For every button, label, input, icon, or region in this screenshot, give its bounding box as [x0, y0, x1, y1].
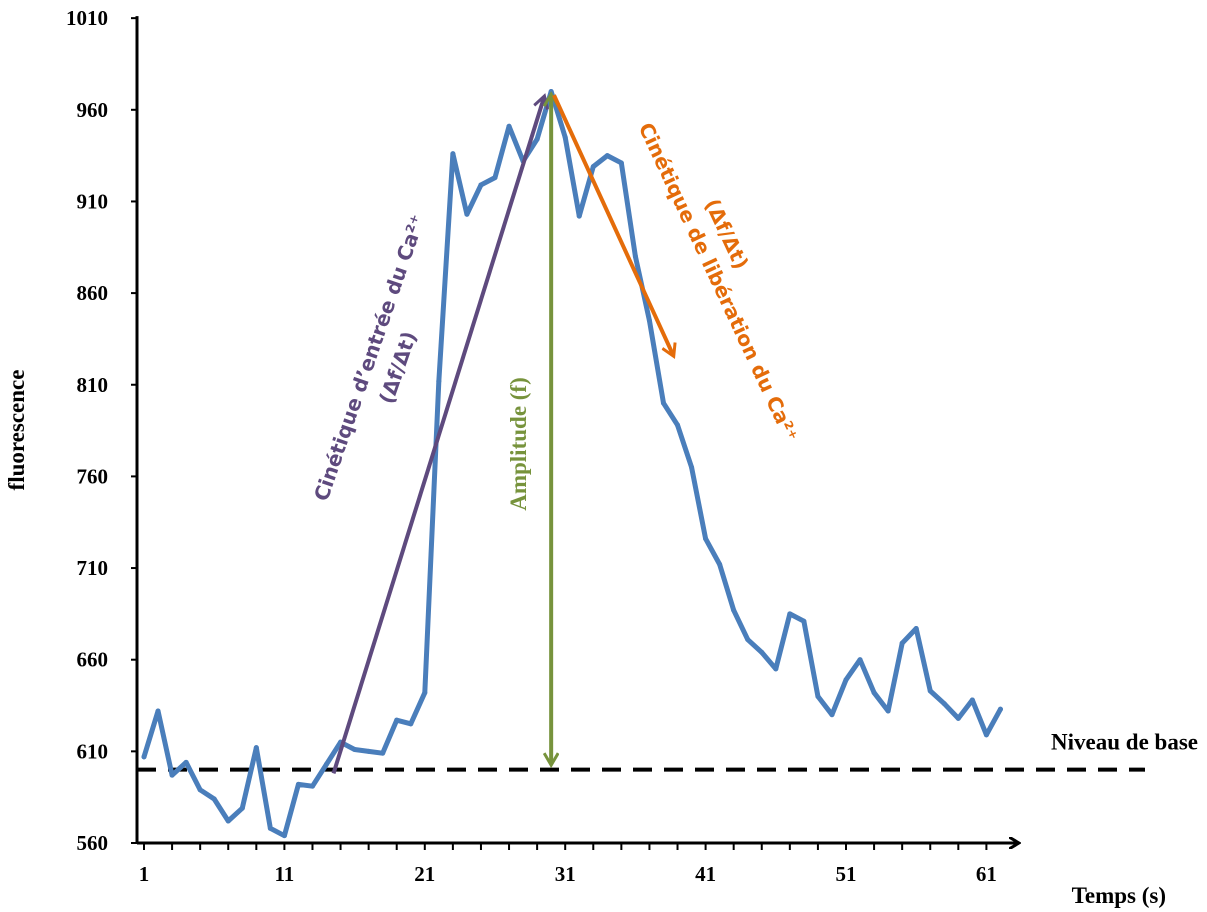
- data-point: [492, 175, 498, 181]
- data-point: [689, 464, 695, 470]
- baseline-label: Niveau de base: [1051, 730, 1198, 755]
- x-axis-ticks: 1 11 21 31 41 51 61: [139, 843, 997, 886]
- x-axis-title: Temps (s): [1072, 883, 1166, 908]
- data-point: [366, 748, 372, 754]
- data-point: [773, 666, 779, 672]
- data-point: [548, 88, 554, 94]
- data-point: [562, 134, 568, 140]
- data-point: [380, 750, 386, 756]
- data-point: [436, 378, 442, 384]
- x-tick-label: 41: [695, 862, 716, 886]
- amplitude-label: Amplitude (f): [506, 377, 531, 511]
- data-point: [703, 536, 709, 542]
- release-kinetics-arrow: [552, 94, 673, 355]
- data-point: [829, 712, 835, 718]
- data-point: [309, 783, 315, 789]
- x-tick-label: 51: [836, 862, 857, 886]
- data-point: [997, 706, 1003, 712]
- x-tick-label: 11: [274, 862, 294, 886]
- data-point: [169, 772, 175, 778]
- x-tick-label: 21: [414, 862, 435, 886]
- data-point: [422, 690, 428, 696]
- y-tick-label: 760: [77, 464, 109, 488]
- data-point: [801, 618, 807, 624]
- data-point: [324, 761, 330, 767]
- data-point: [141, 754, 147, 760]
- data-point: [225, 818, 231, 824]
- x-tick-label: 1: [139, 862, 150, 886]
- amplitude-label-text: Amplitude (f): [506, 377, 531, 511]
- data-point: [871, 690, 877, 696]
- data-point: [857, 657, 863, 663]
- release-kinetics-line1: Cinétique de libération du Ca²⁺: [634, 119, 803, 445]
- data-point: [534, 136, 540, 142]
- x-tick-label: 31: [555, 862, 576, 886]
- data-point: [745, 637, 751, 643]
- data-point: [969, 697, 975, 703]
- data-point: [197, 787, 203, 793]
- data-point: [478, 182, 484, 188]
- data-point: [267, 825, 273, 831]
- y-tick-label: 860: [77, 281, 109, 305]
- data-point: [253, 745, 259, 751]
- data-point: [183, 759, 189, 765]
- data-point: [352, 747, 358, 753]
- data-point: [731, 607, 737, 613]
- data-point: [506, 123, 512, 129]
- y-tick-label: 560: [77, 831, 109, 855]
- data-point: [815, 693, 821, 699]
- data-point: [843, 677, 849, 683]
- data-point: [155, 708, 161, 714]
- y-tick-label: 660: [77, 648, 109, 672]
- data-point: [927, 688, 933, 694]
- baseline: Niveau de base: [137, 730, 1198, 772]
- data-point: [632, 253, 638, 259]
- fluorescence-series-line: [141, 88, 1003, 839]
- data-point: [295, 781, 301, 787]
- data-point: [604, 153, 610, 159]
- data-point: [759, 649, 765, 655]
- y-tick-label: 710: [77, 556, 109, 580]
- data-point: [590, 164, 596, 170]
- data-point: [787, 611, 793, 617]
- data-point: [983, 732, 989, 738]
- data-point: [450, 151, 456, 157]
- data-point: [675, 422, 681, 428]
- data-point: [408, 721, 414, 727]
- data-point: [941, 701, 947, 707]
- data-point: [646, 318, 652, 324]
- y-tick-label: 1010: [66, 6, 108, 30]
- data-point: [885, 708, 891, 714]
- y-tick-label: 960: [77, 98, 109, 122]
- data-point: [913, 626, 919, 632]
- data-point: [239, 805, 245, 811]
- data-point: [394, 717, 400, 723]
- data-point: [899, 640, 905, 646]
- y-tick-label: 610: [77, 739, 109, 763]
- series-points: [141, 88, 1003, 839]
- data-point: [211, 796, 217, 802]
- data-point: [281, 833, 287, 839]
- data-point: [955, 715, 961, 721]
- y-axis-ticks: 560 610 660 710 760 810 860 910 960 1010: [66, 6, 137, 855]
- entry-kinetics-arrow: [331, 97, 545, 774]
- y-tick-label: 910: [77, 189, 109, 213]
- data-point: [717, 561, 723, 567]
- x-tick-label: 61: [976, 862, 997, 886]
- data-point: [618, 160, 624, 166]
- data-point: [576, 213, 582, 219]
- y-axis-title: fluorescence: [4, 370, 29, 491]
- data-point: [464, 211, 470, 217]
- y-tick-label: 810: [77, 373, 109, 397]
- data-point: [660, 400, 666, 406]
